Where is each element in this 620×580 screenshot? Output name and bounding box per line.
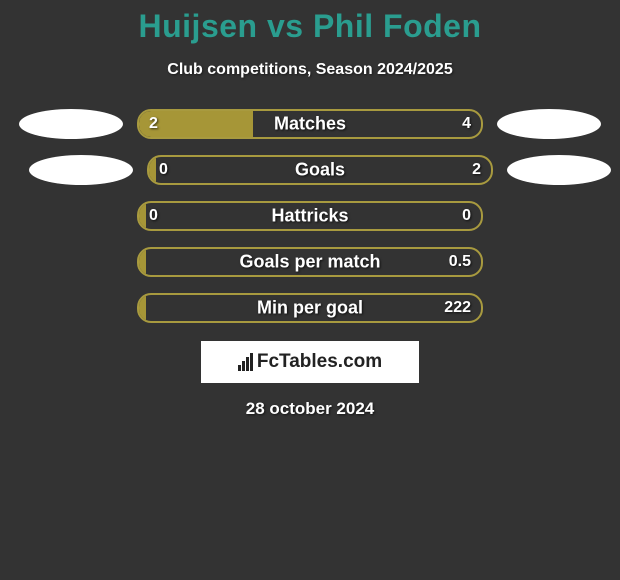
brand-box[interactable]: FcTables.com xyxy=(201,341,419,383)
team-badge-right xyxy=(507,155,611,185)
stat-row: 0 Goals 2 xyxy=(0,155,620,185)
bar-fill-left xyxy=(139,295,146,321)
stat-row: Goals per match 0.5 xyxy=(0,247,620,277)
stat-row: 2 Matches 4 xyxy=(0,109,620,139)
stat-label: Goals xyxy=(295,160,345,181)
stat-bar: 0 Hattricks 0 xyxy=(137,201,483,231)
stats-list: 2 Matches 4 0 Goals 2 0 Hattricks 0 Goals per mat… xyxy=(0,109,620,323)
stat-bar: Min per goal 222 xyxy=(137,293,483,323)
badge-placeholder xyxy=(19,247,123,277)
stat-value-right: 222 xyxy=(444,299,471,317)
stat-bar: Goals per match 0.5 xyxy=(137,247,483,277)
page-title: Huijsen vs Phil Foden xyxy=(0,8,620,45)
stat-label: Min per goal xyxy=(257,298,363,319)
team-badge-left xyxy=(29,155,133,185)
stat-label: Matches xyxy=(274,114,346,135)
stat-value-right: 4 xyxy=(462,115,471,133)
page-subtitle: Club competitions, Season 2024/2025 xyxy=(0,61,620,79)
stat-value-left: 0 xyxy=(159,161,168,179)
stat-row: Min per goal 222 xyxy=(0,293,620,323)
bar-fill-left xyxy=(139,249,146,275)
bar-fill-left xyxy=(149,157,156,183)
stat-bar: 0 Goals 2 xyxy=(147,155,493,185)
date-label: 28 october 2024 xyxy=(0,399,620,419)
stat-row: 0 Hattricks 0 xyxy=(0,201,620,231)
stat-value-right: 0 xyxy=(462,207,471,225)
stat-value-right: 0.5 xyxy=(449,253,471,271)
stat-value-left: 0 xyxy=(149,207,158,225)
stat-bar: 2 Matches 4 xyxy=(137,109,483,139)
stat-value-left: 2 xyxy=(149,115,158,133)
badge-placeholder xyxy=(19,201,123,231)
comparison-card: Huijsen vs Phil Foden Club competitions,… xyxy=(0,0,620,419)
team-badge-right xyxy=(497,109,601,139)
brand-text: FcTables.com xyxy=(257,351,382,373)
badge-placeholder xyxy=(497,247,601,277)
badge-placeholder xyxy=(497,293,601,323)
badge-placeholder xyxy=(497,201,601,231)
badge-placeholder xyxy=(19,293,123,323)
stat-label: Goals per match xyxy=(239,252,380,273)
stat-value-right: 2 xyxy=(472,161,481,179)
team-badge-left xyxy=(19,109,123,139)
bar-chart-icon xyxy=(238,353,253,371)
bar-fill-left xyxy=(139,203,146,229)
stat-label: Hattricks xyxy=(271,206,348,227)
